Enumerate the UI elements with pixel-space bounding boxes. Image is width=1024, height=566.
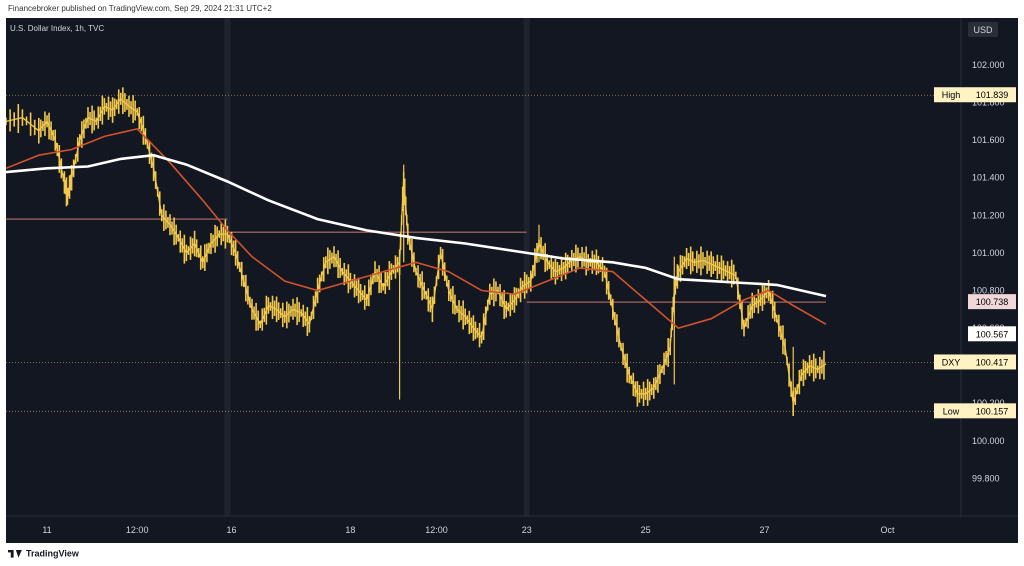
price-label-value-box [968, 403, 1016, 419]
symbol-title: U.S. Dollar Index, 1h, TVC [10, 24, 105, 33]
publisher-line: Financebroker published on TradingView.c… [8, 4, 272, 13]
price-chart[interactable]: USD 102.000 101.800 101.600 101.400 101.200 10… [6, 18, 1018, 543]
price-tick-label: 100.000 [972, 436, 1005, 446]
time-tick-label: 27 [759, 525, 769, 535]
session-separator [523, 18, 530, 516]
price-label-name-box [934, 403, 968, 419]
publisher-bar: Financebroker published on TradingView.c… [0, 0, 1024, 18]
price-tick-label: 101.000 [972, 248, 1005, 258]
time-tick-label: 16 [226, 525, 236, 535]
price-label-value: 101.839 [976, 90, 1009, 100]
price-label-name-box [934, 87, 968, 103]
price-tick-label: 100.200 [972, 398, 1005, 408]
tradingview-brand: TradingView [26, 548, 79, 559]
time-tick-label: 12:00 [425, 525, 448, 535]
time-tick-label: 23 [522, 525, 532, 535]
price-line [6, 97, 827, 404]
price-label: 100.567 [968, 326, 1016, 342]
price-label-value-box [968, 294, 1016, 310]
time-tick-label: 11 [42, 525, 51, 535]
currency-label-box [968, 22, 998, 37]
tradingview-logo-icon [8, 549, 22, 558]
price-label-value: 100.738 [976, 297, 1009, 307]
price-tick-label: 101.800 [972, 98, 1005, 108]
time-tick-label: 18 [345, 525, 355, 535]
price-tick-label: 101.200 [972, 210, 1005, 220]
time-tick-label: 12:00 [126, 525, 149, 535]
moving-average-fast [6, 128, 827, 329]
price-label-value-box [968, 354, 1016, 370]
price-label-value-box [968, 326, 1016, 342]
currency-label: USD [973, 25, 993, 35]
price-tick-label: 102.000 [972, 60, 1005, 70]
price-label-name: High [942, 90, 961, 100]
price-tick-label: 101.400 [972, 173, 1005, 183]
price-label-value: 100.157 [976, 406, 1009, 416]
price-tick-label: 99.800 [972, 473, 1000, 483]
time-tick-label: 25 [641, 525, 651, 535]
price-label-value-box [968, 87, 1016, 103]
price-label: High 101.839 [934, 87, 1016, 103]
moving-average-slow [6, 153, 827, 298]
price-label-value: 100.417 [976, 357, 1009, 367]
price-label-value: 100.567 [976, 329, 1009, 339]
session-separator [224, 18, 231, 516]
price-label: 100.738 [968, 294, 1016, 310]
price-label-name-box [934, 354, 968, 370]
chart-background [6, 18, 1018, 543]
price-label: Low 100.157 [934, 403, 1016, 419]
price-label-name: DXY [942, 357, 961, 367]
price-label-name: Low [943, 406, 960, 416]
chart-frame: USD 102.000 101.800 101.600 101.400 101.200 10… [6, 18, 1018, 543]
price-label: DXY 100.417 [934, 354, 1016, 370]
price-tick-label: 101.600 [972, 135, 1005, 145]
time-tick-label: Oct [880, 525, 895, 535]
price-tick-label: 100.800 [972, 285, 1005, 295]
footer-bar [0, 543, 1024, 566]
tradingview-logo[interactable]: TradingView [8, 548, 79, 559]
